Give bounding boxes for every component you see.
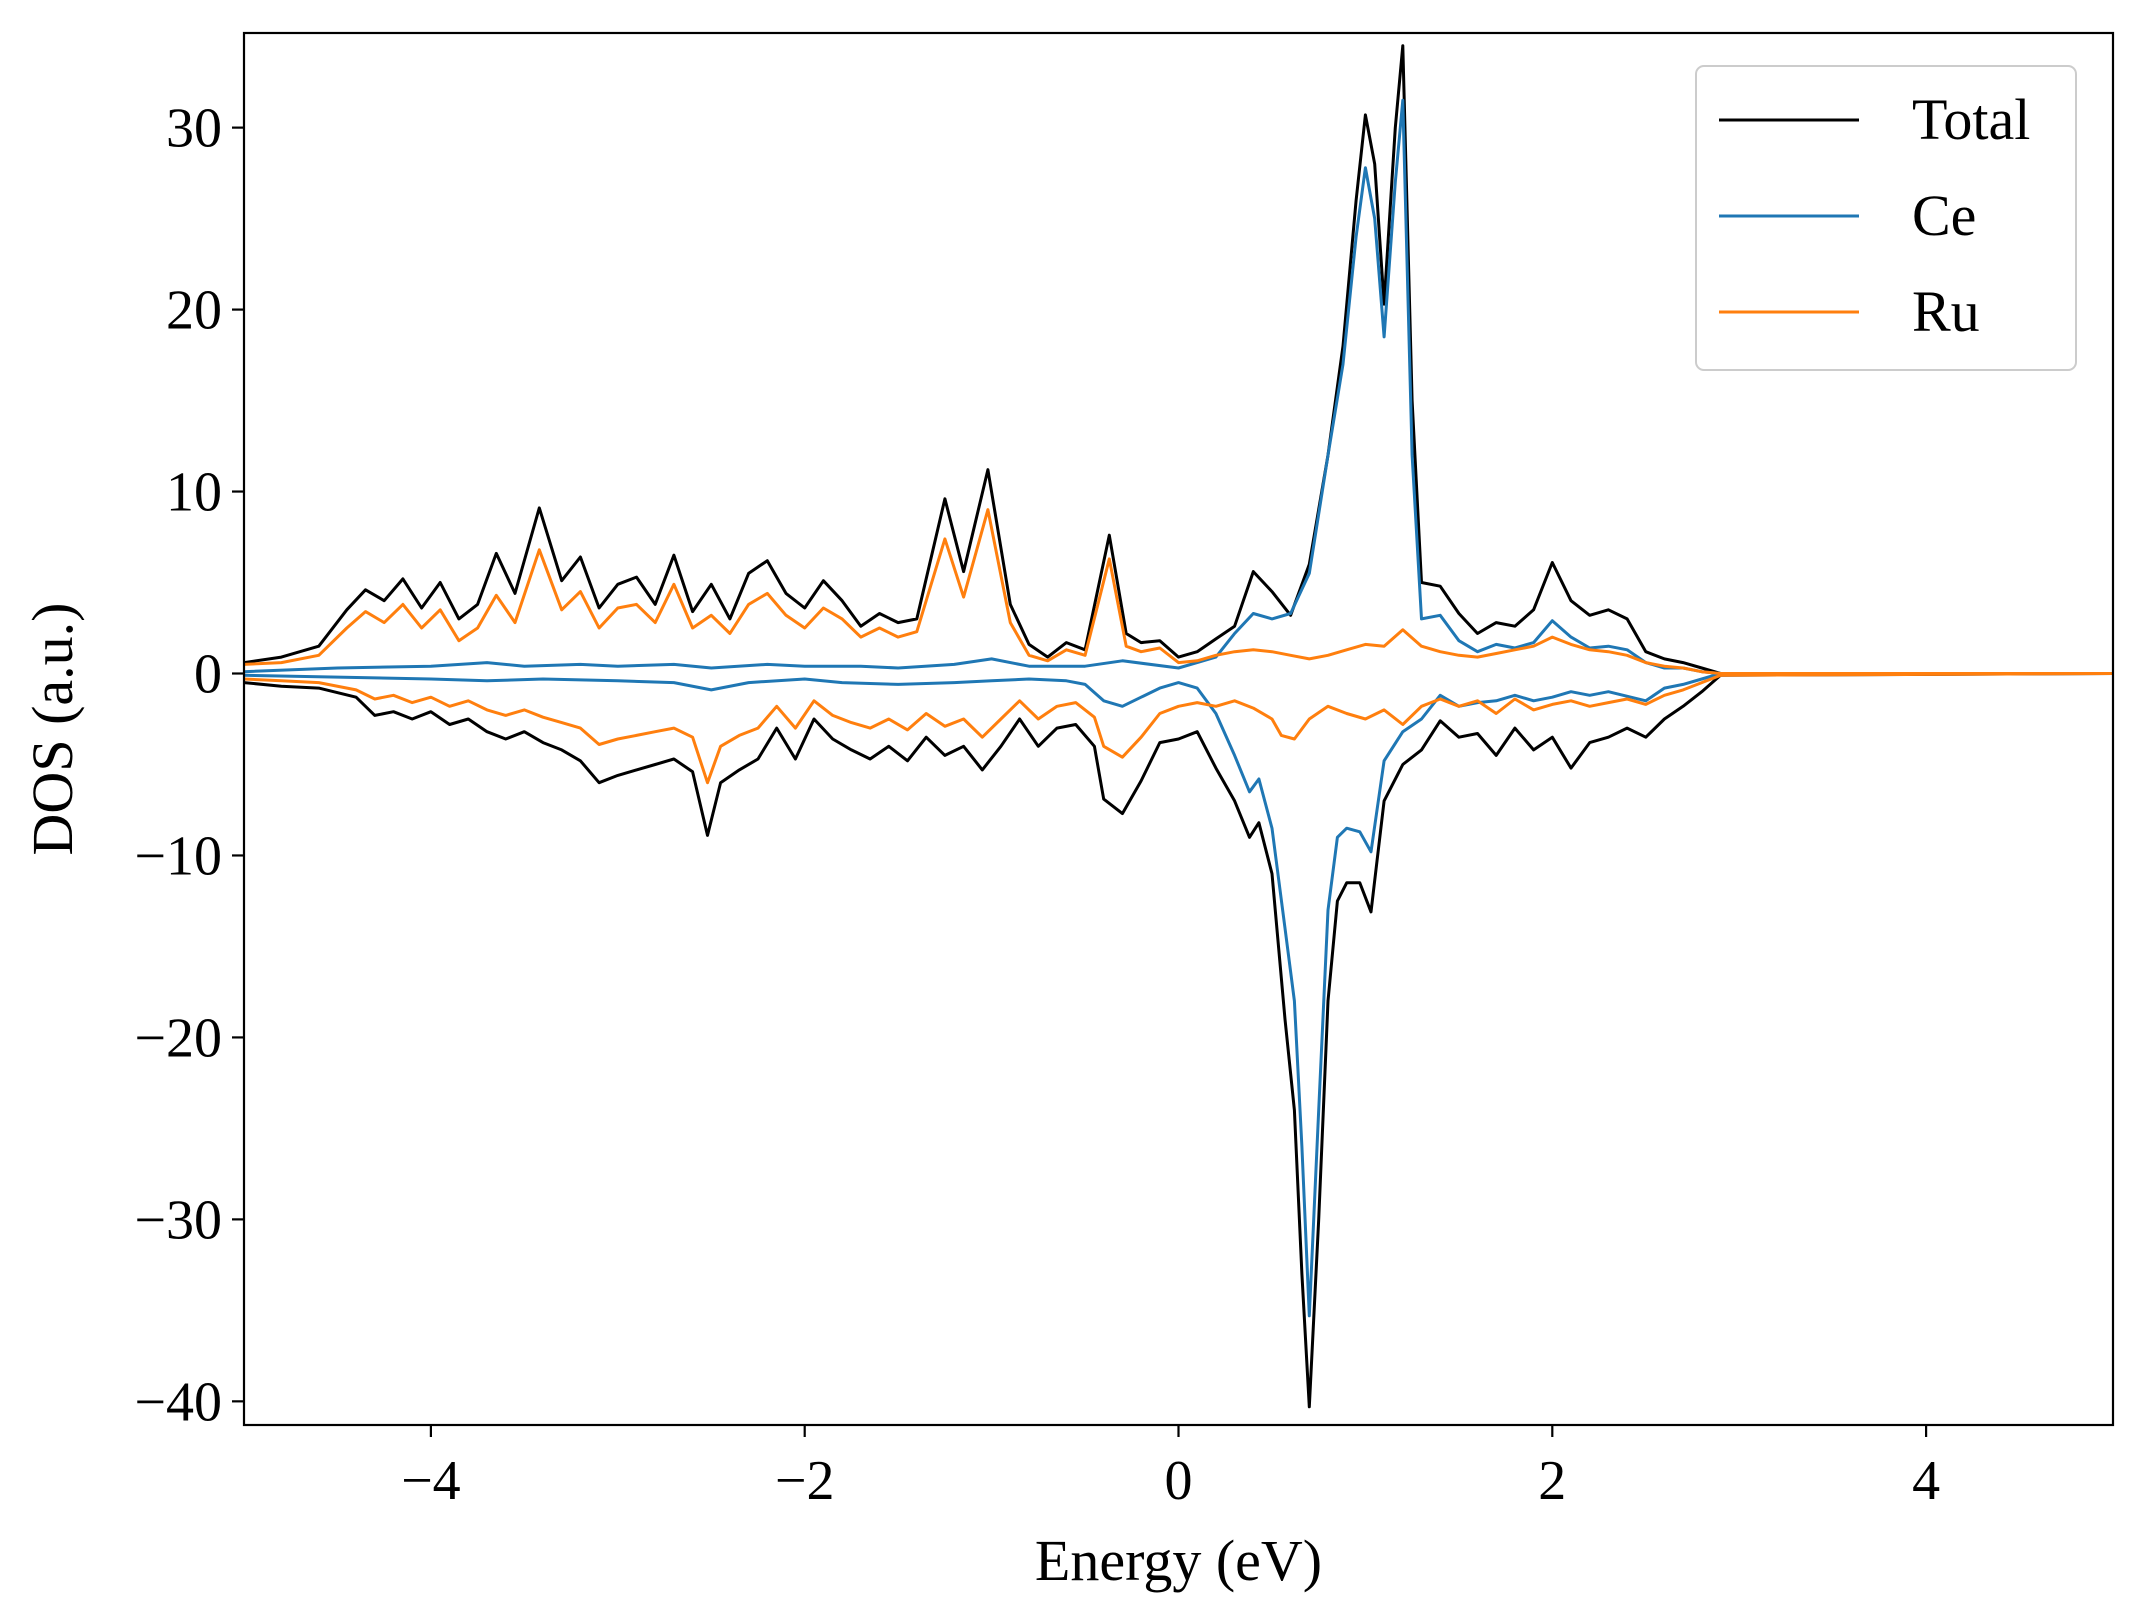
y-tick-label: 30 xyxy=(166,98,222,160)
y-tick-label: 20 xyxy=(166,280,222,342)
y-tick-label: −20 xyxy=(134,1007,222,1069)
x-tick-label: 0 xyxy=(1165,1450,1193,1512)
series-line-ce-up xyxy=(244,98,2113,675)
series-line-total-down xyxy=(244,672,2113,1409)
y-tick-label: 0 xyxy=(194,644,222,706)
series-line-total-up xyxy=(244,44,2113,675)
series-line-ru-down xyxy=(244,672,2113,785)
y-tick-label: −40 xyxy=(134,1371,222,1433)
legend-label-total: Total xyxy=(1912,87,2030,152)
series-line-ce-down xyxy=(244,672,2113,1318)
y-axis: 30 20 10 0 −10 −20 −30 −40 xyxy=(134,98,244,1433)
y-tick-label: 10 xyxy=(166,462,222,524)
y-tick-label: −10 xyxy=(134,825,222,887)
x-tick-label: 2 xyxy=(1538,1450,1566,1512)
legend-label-ru: Ru xyxy=(1912,279,1980,344)
x-axis: −4 −2 0 2 4 xyxy=(401,1425,1940,1512)
y-tick-label: −30 xyxy=(134,1189,222,1251)
legend-label-ce: Ce xyxy=(1912,183,1976,248)
legend-frame xyxy=(1695,65,2077,371)
legend: Total Ce Ru xyxy=(1695,65,2077,371)
x-tick-label: −4 xyxy=(401,1450,461,1512)
series-layer xyxy=(244,44,2113,1409)
y-axis-label: DOS (a.u.) xyxy=(20,603,85,856)
x-tick-label: 4 xyxy=(1912,1450,1940,1512)
x-tick-label: −2 xyxy=(775,1450,835,1512)
series-line-ru-up xyxy=(244,508,2113,675)
x-axis-label: Energy (eV) xyxy=(1035,1528,1322,1593)
